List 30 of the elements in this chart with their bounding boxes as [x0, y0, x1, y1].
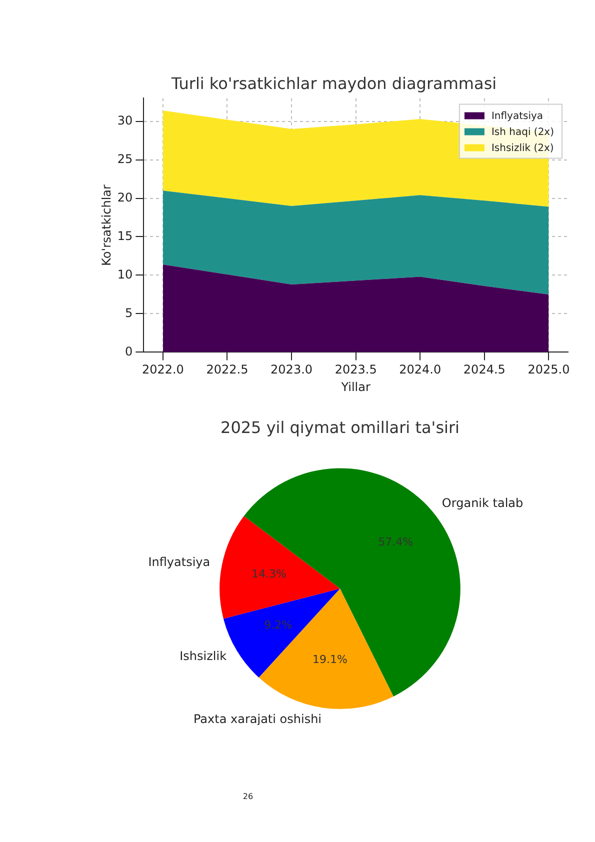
text: 26 [242, 792, 254, 801]
slice-label: Paxta xarajati oshishi [193, 712, 322, 726]
x-tick-label: 2025.0 [528, 362, 570, 377]
data-label: 57.4% [378, 535, 414, 548]
y-tick-label: 15 [117, 228, 133, 243]
chart-title: 2025 yil qiymat omillari ta'siri [220, 418, 460, 437]
x-tick-label: 2023.0 [270, 362, 313, 377]
legend-label: Ishsizlik (2x) [491, 142, 554, 154]
y-axis-title: Ko'rsatkichlar [99, 184, 114, 266]
data-label: 19.1% [312, 652, 348, 666]
x-tick-label: 2024.0 [399, 362, 442, 377]
slice-label: Inflyatsiya [148, 554, 210, 569]
x-tick-label: 2024.5 [463, 362, 506, 377]
data-label: 9.2% [264, 618, 292, 632]
x-axis-title: Yillar [340, 380, 370, 394]
legend-label: Inflyatsiya [491, 110, 544, 122]
y-tick-label: 25 [117, 152, 133, 166]
x-tick-label: 2023.5 [334, 362, 377, 377]
data-label: 14.3% [252, 567, 287, 580]
x-tick-label: 2022.5 [206, 362, 248, 377]
y-tick-label: 5 [125, 306, 133, 320]
y-tick-label: 10 [117, 267, 133, 282]
slice-label: Ishsizlik [180, 649, 227, 664]
chart-title: Turli ko'rsatkichlar maydon diagrammasi [170, 74, 497, 93]
y-tick-label: 30 [117, 113, 133, 128]
slice-label: Organik talab [442, 496, 524, 510]
legend-label: Ish haqi (2x) [491, 126, 554, 138]
y-tick-label: 20 [117, 190, 133, 204]
x-tick-label: 2022.0 [142, 362, 184, 377]
y-tick-label: 0 [125, 344, 133, 358]
